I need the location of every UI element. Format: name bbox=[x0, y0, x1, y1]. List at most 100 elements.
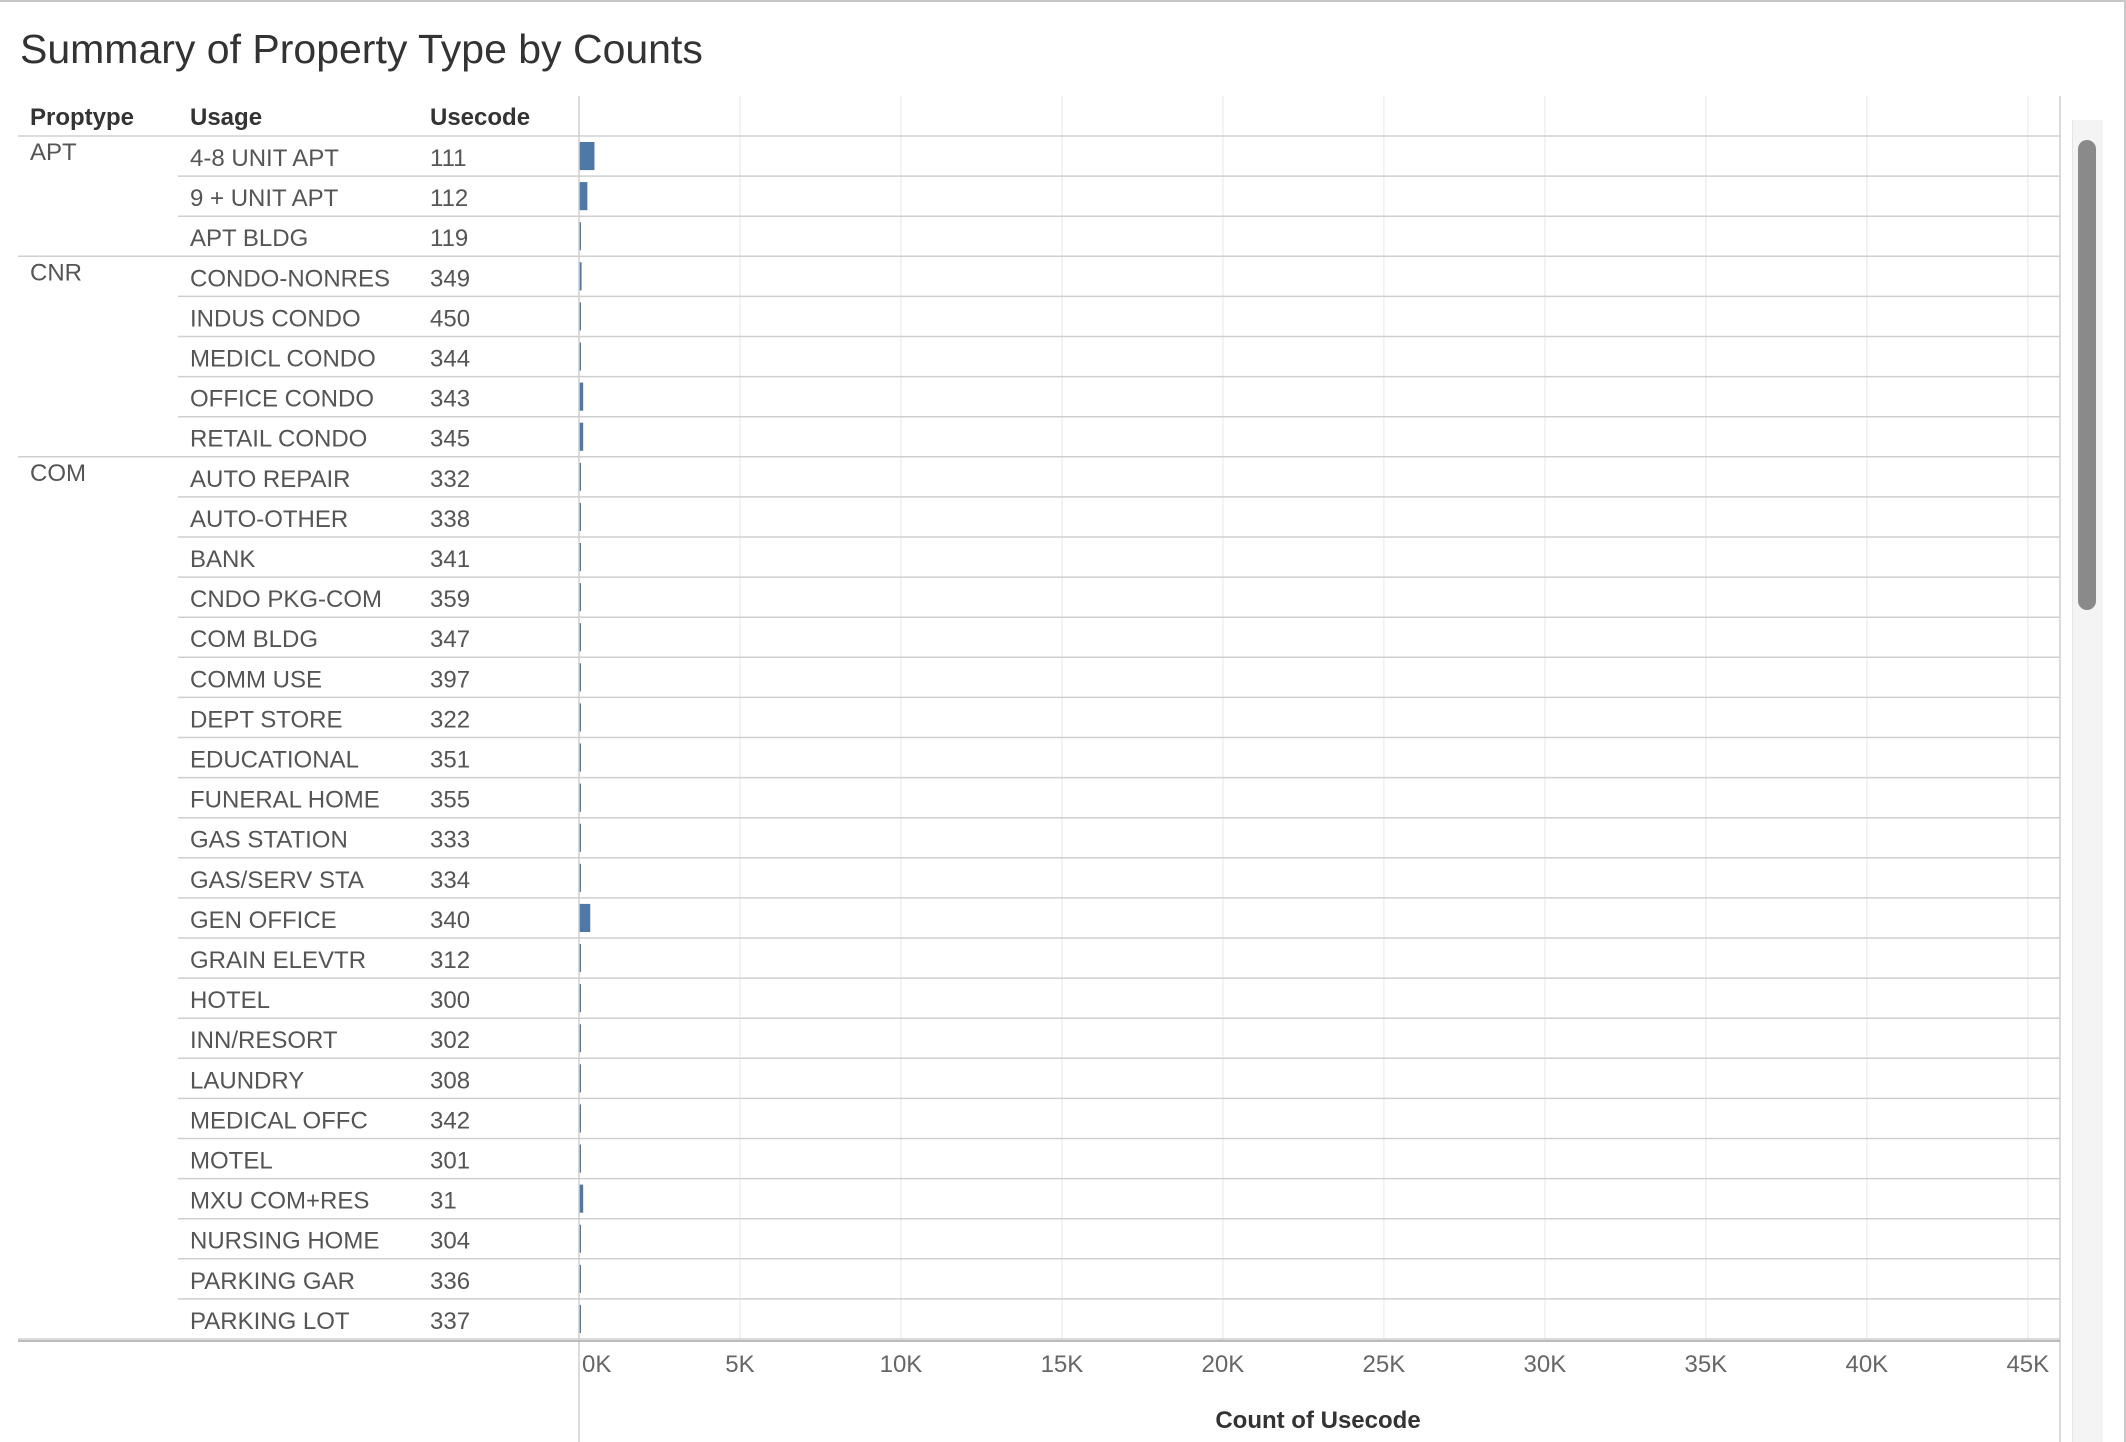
usecode-label: 343 bbox=[430, 386, 470, 413]
usecode-label: 111 bbox=[430, 145, 466, 172]
proptype-label: CNR bbox=[30, 259, 82, 286]
usage-label: 9 + UNIT APT bbox=[190, 185, 339, 212]
usecode-label: 336 bbox=[430, 1268, 470, 1295]
column-header-usecode[interactable]: Usecode bbox=[430, 104, 531, 131]
x-tick-label: 35K bbox=[1684, 1351, 1727, 1378]
bar[interactable] bbox=[579, 1264, 581, 1293]
usecode-label: 344 bbox=[430, 346, 470, 373]
usage-label: MEDICL CONDO bbox=[190, 346, 376, 373]
bar[interactable] bbox=[579, 903, 591, 932]
bar[interactable] bbox=[579, 342, 581, 371]
usage-label: HOTEL bbox=[190, 987, 270, 1014]
usage-label: GRAIN ELEVTR bbox=[190, 947, 366, 974]
usecode-label: 302 bbox=[430, 1027, 470, 1054]
bar[interactable] bbox=[579, 543, 581, 572]
bar[interactable] bbox=[579, 1144, 581, 1173]
usage-label: PARKING GAR bbox=[190, 1268, 355, 1295]
usage-label: MEDICAL OFFC bbox=[190, 1107, 368, 1134]
usage-label: INDUS CONDO bbox=[190, 305, 361, 332]
usecode-label: 322 bbox=[430, 706, 470, 733]
usecode-label: 349 bbox=[430, 265, 470, 292]
bar[interactable] bbox=[579, 142, 595, 171]
x-tick-label: 10K bbox=[880, 1351, 923, 1378]
bar[interactable] bbox=[579, 502, 581, 531]
usage-label: COMM USE bbox=[190, 666, 322, 693]
usecode-label: 301 bbox=[430, 1148, 470, 1175]
bar[interactable] bbox=[579, 863, 581, 892]
bar[interactable] bbox=[579, 703, 581, 732]
usage-label: APT BLDG bbox=[190, 225, 308, 252]
bar[interactable] bbox=[579, 663, 581, 692]
usage-label: GAS/SERV STA bbox=[190, 867, 364, 894]
column-header-proptype[interactable]: Proptype bbox=[30, 104, 135, 131]
proptype-label: COM bbox=[30, 460, 86, 487]
bar[interactable] bbox=[579, 583, 581, 612]
usage-label: CONDO-NONRES bbox=[190, 265, 390, 292]
x-tick-label: 5K bbox=[725, 1351, 754, 1378]
scrollbar-thumb[interactable] bbox=[2078, 140, 2096, 610]
bar[interactable] bbox=[579, 1304, 581, 1333]
bar[interactable] bbox=[579, 1224, 581, 1253]
usecode-label: 338 bbox=[430, 506, 470, 533]
bar[interactable] bbox=[579, 623, 581, 652]
bar[interactable] bbox=[579, 783, 581, 812]
chart-title: Summary of Property Type by Counts bbox=[20, 26, 703, 72]
bar[interactable] bbox=[579, 302, 581, 331]
bar[interactable] bbox=[579, 743, 581, 772]
usage-label: 4-8 UNIT APT bbox=[190, 145, 339, 172]
bar[interactable] bbox=[579, 1024, 581, 1053]
bar[interactable] bbox=[579, 984, 581, 1013]
usecode-label: 112 bbox=[430, 185, 468, 212]
bar[interactable] bbox=[579, 1064, 581, 1093]
usecode-label: 351 bbox=[430, 747, 470, 774]
usecode-label: 304 bbox=[430, 1228, 470, 1255]
usage-label: BANK bbox=[190, 546, 255, 573]
bar[interactable] bbox=[579, 1104, 581, 1133]
usecode-label: 333 bbox=[430, 827, 470, 854]
usage-label: AUTO REPAIR bbox=[190, 466, 350, 493]
x-tick-label: 15K bbox=[1041, 1351, 1084, 1378]
usage-label: MOTEL bbox=[190, 1148, 273, 1175]
bar[interactable] bbox=[579, 222, 581, 251]
x-tick-label: 40K bbox=[1845, 1351, 1888, 1378]
x-tick-label: 30K bbox=[1524, 1351, 1567, 1378]
usecode-label: 337 bbox=[430, 1308, 470, 1335]
usage-label: NURSING HOME bbox=[190, 1228, 379, 1255]
usage-label: MXU COM+RES bbox=[190, 1188, 369, 1215]
usecode-label: 340 bbox=[430, 907, 470, 934]
usecode-label: 345 bbox=[430, 426, 470, 453]
bar[interactable] bbox=[579, 1184, 584, 1213]
usage-label: GAS STATION bbox=[190, 827, 348, 854]
usecode-label: 355 bbox=[430, 787, 470, 814]
usage-label: INN/RESORT bbox=[190, 1027, 338, 1054]
usecode-label: 312 bbox=[430, 947, 470, 974]
usecode-label: 308 bbox=[430, 1067, 470, 1094]
bar[interactable] bbox=[579, 422, 584, 451]
usage-label: LAUNDRY bbox=[190, 1067, 304, 1094]
usecode-label: 359 bbox=[430, 586, 470, 613]
bar[interactable] bbox=[579, 462, 581, 491]
usecode-label: 397 bbox=[430, 666, 470, 693]
usage-label: OFFICE CONDO bbox=[190, 386, 374, 413]
usage-label: RETAIL CONDO bbox=[190, 426, 367, 453]
x-tick-label: 25K bbox=[1363, 1351, 1406, 1378]
column-header-usage[interactable]: Usage bbox=[190, 104, 263, 131]
usecode-label: 342 bbox=[430, 1107, 470, 1134]
usage-label: AUTO-OTHER bbox=[190, 506, 348, 533]
usecode-label: 347 bbox=[430, 626, 470, 653]
bar[interactable] bbox=[579, 262, 582, 291]
usage-label: EDUCATIONAL bbox=[190, 747, 359, 774]
usecode-label: 31 bbox=[430, 1188, 457, 1215]
usecode-label: 341 bbox=[430, 546, 470, 573]
bar[interactable] bbox=[579, 944, 581, 973]
bar[interactable] bbox=[579, 823, 581, 852]
bar-chart: APT 4-8 UNIT APT 111 9 + UNIT APT 112 APT BLD… bbox=[18, 96, 2061, 1442]
x-tick-label: 20K bbox=[1202, 1351, 1245, 1378]
usecode-label: 334 bbox=[430, 867, 470, 894]
x-axis-title: Count of Usecode bbox=[1215, 1407, 1420, 1434]
bar[interactable] bbox=[579, 382, 584, 411]
bar[interactable] bbox=[579, 182, 588, 211]
usecode-label: 332 bbox=[430, 466, 470, 493]
usage-label: PARKING LOT bbox=[190, 1308, 350, 1335]
